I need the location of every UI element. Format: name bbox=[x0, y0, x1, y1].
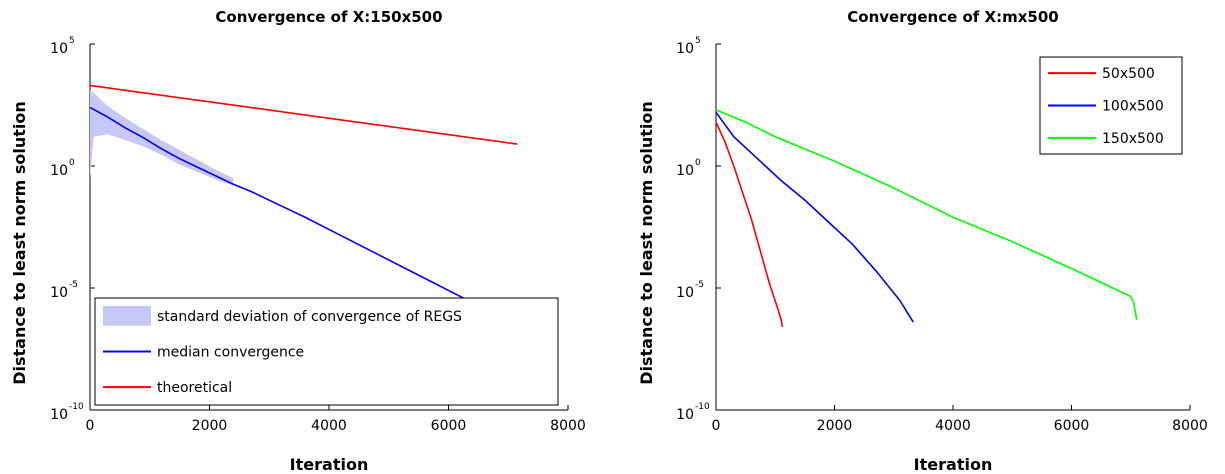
chart-right-legend-label: 50x500 bbox=[1102, 66, 1155, 82]
chart-left-legend-label: standard deviation of convergence of REG… bbox=[157, 309, 462, 325]
chart-right-y-tick-label: 10 bbox=[676, 163, 694, 179]
chart-left-y-tick-exponent: 5 bbox=[69, 36, 75, 46]
chart-right-series-1 bbox=[715, 111, 914, 323]
chart-left-y-tick-exponent: -10 bbox=[69, 402, 84, 412]
chart-left-x-tick-label: 4000 bbox=[311, 418, 347, 434]
chart-right: Convergence of X:mx500 Iteration Distanc… bbox=[637, 8, 1208, 474]
chart-left-legend-label: median convergence bbox=[157, 345, 304, 361]
chart-right-y-tick-exponent: -5 bbox=[695, 280, 704, 290]
chart-left-series-0 bbox=[89, 106, 497, 316]
chart-left-y-tick-label: 10 bbox=[50, 163, 68, 179]
chart-left: Convergence of X:150x500 Iteration Dista… bbox=[10, 8, 586, 474]
chart-left-y-tick-exponent: -5 bbox=[69, 280, 78, 290]
chart-right-series-2 bbox=[715, 109, 1138, 320]
chart-left-x-tick-label: 8000 bbox=[550, 418, 586, 434]
chart-left-y-tick-label: 10 bbox=[50, 41, 68, 57]
chart-left-legend-swatch bbox=[103, 305, 151, 326]
chart-left-title: Convergence of X:150x500 bbox=[215, 8, 442, 26]
chart-right-y-tick-label: 10 bbox=[676, 285, 694, 301]
chart-right-x-tick-label: 0 bbox=[712, 418, 721, 434]
chart-right-y-tick-label: 10 bbox=[676, 41, 694, 57]
chart-left-legend-label: theoretical bbox=[157, 380, 232, 396]
chart-left-x-tick-label: 2000 bbox=[192, 418, 228, 434]
chart-left-series-1 bbox=[89, 84, 518, 145]
chart-left-y-tick-label: 10 bbox=[50, 285, 68, 301]
chart-right-y-tick-exponent: 5 bbox=[695, 36, 701, 46]
chart-left-ylabel: Distance to least norm solution bbox=[10, 101, 29, 385]
chart-left-std-band bbox=[90, 90, 234, 186]
chart-right-y-tick-exponent: -10 bbox=[695, 402, 710, 412]
chart-right-x-tick-label: 4000 bbox=[935, 418, 971, 434]
chart-right-x-tick-label: 2000 bbox=[817, 418, 853, 434]
chart-right-x-tick-label: 8000 bbox=[1172, 418, 1208, 434]
chart-left-x-tick-label: 6000 bbox=[431, 418, 467, 434]
chart-right-xlabel: Iteration bbox=[914, 455, 993, 474]
chart-right-legend-label: 100x500 bbox=[1102, 99, 1164, 115]
chart-left-y-tick-label: 10 bbox=[50, 407, 68, 423]
chart-left-legend bbox=[94, 297, 559, 406]
chart-left-y-tick-exponent: 0 bbox=[69, 158, 75, 168]
chart-left-xlabel: Iteration bbox=[290, 455, 369, 474]
chart-right-ylabel: Distance to least norm solution bbox=[637, 101, 656, 385]
chart-right-x-tick-label: 6000 bbox=[1054, 418, 1090, 434]
chart-right-y-tick-label: 10 bbox=[676, 407, 694, 423]
chart-right-title: Convergence of X:mx500 bbox=[847, 8, 1058, 26]
chart-right-y-tick-exponent: 0 bbox=[695, 158, 701, 168]
chart-right-series-0 bbox=[715, 121, 784, 328]
chart-right-legend-label: 150x500 bbox=[1102, 131, 1164, 147]
chart-left-x-tick-label: 0 bbox=[86, 418, 95, 434]
